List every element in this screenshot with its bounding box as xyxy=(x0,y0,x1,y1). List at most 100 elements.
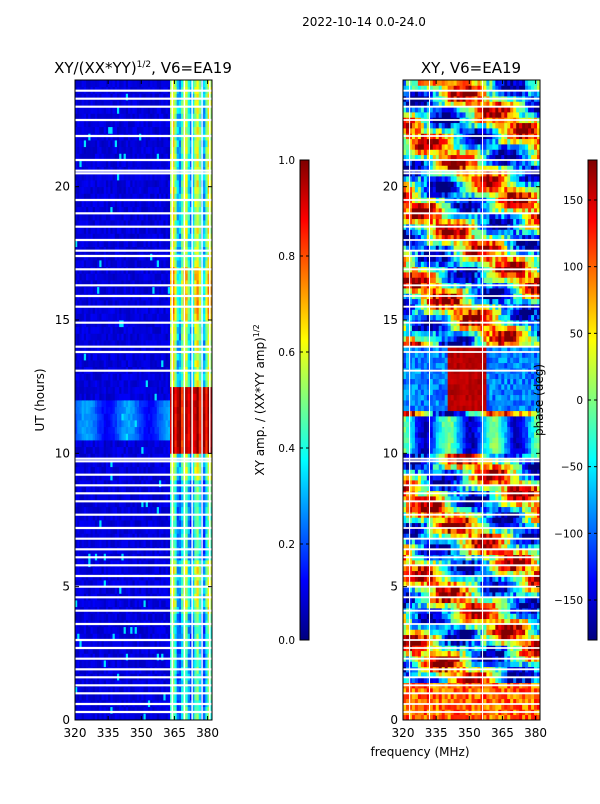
amplitude-heatmap-cell xyxy=(99,646,102,654)
amplitude-heatmap-cell xyxy=(141,513,144,521)
amplitude-heatmap-cell xyxy=(147,493,151,501)
amplitude-heatmap-cell xyxy=(167,226,171,234)
amplitude-heatmap-cell xyxy=(185,280,189,288)
amplitude-heatmap-cell xyxy=(147,300,151,308)
amplitude-heatmap-cell xyxy=(143,313,147,321)
amplitude-heatmap-cell xyxy=(86,493,89,501)
amplitude-heatmap-cell xyxy=(94,386,98,394)
amplitude-heatmap-cell xyxy=(97,213,100,221)
amplitude-heatmap-cell xyxy=(145,640,149,648)
amplitude-heatmap-cell xyxy=(165,640,169,648)
amplitude-heatmap-cell xyxy=(176,286,180,294)
amplitude-heatmap-cell xyxy=(108,473,111,481)
amplitude-heatmap-cell xyxy=(143,520,147,528)
amplitude-heatmap-cell xyxy=(154,360,158,368)
amplitude-heatmap-cell xyxy=(181,473,184,481)
amplitude-heatmap-cell xyxy=(178,680,182,688)
amplitude-heatmap-cell xyxy=(185,626,189,634)
amplitude-heatmap-cell xyxy=(194,473,197,481)
amplitude-heatmap-cell xyxy=(147,586,151,594)
amplitude-heatmap-cell xyxy=(136,633,140,641)
amplitude-heatmap-cell xyxy=(154,500,158,508)
amplitude-heatmap-cell xyxy=(161,633,164,641)
amplitude-heatmap-cell xyxy=(123,473,127,481)
amplitude-heatmap-cell xyxy=(145,540,149,548)
amplitude-heatmap-cell xyxy=(209,706,212,714)
amplitude-heatmap-cell xyxy=(123,240,127,248)
amplitude-heatmap-cell xyxy=(187,613,191,621)
amplitude-heatmap-cell xyxy=(134,186,138,194)
amplitude-heatmap-cell xyxy=(83,180,87,188)
amplitude-heatmap-cell xyxy=(108,180,111,188)
amplitude-heatmap-cell xyxy=(77,526,80,534)
amplitude-heatmap-cell xyxy=(83,186,87,194)
amplitude-heatmap-cell xyxy=(86,453,89,461)
amplitude-heatmap-cell xyxy=(86,233,89,241)
amplitude-heatmap-cell xyxy=(101,226,105,234)
amplitude-heatmap-cell xyxy=(198,420,202,428)
amplitude-heatmap-cell xyxy=(103,706,107,714)
amplitude-heatmap-cell xyxy=(176,626,180,634)
amplitude-heatmap-cell xyxy=(185,493,189,501)
amplitude-heatmap-cell xyxy=(108,460,111,468)
amplitude-heatmap-cell xyxy=(161,426,164,434)
amplitude-heatmap-cell xyxy=(75,533,78,541)
amplitude-heatmap-cell xyxy=(203,473,206,481)
amplitude-heatmap-cell xyxy=(110,273,113,281)
amplitude-heatmap-cell xyxy=(181,226,184,234)
amplitude-heatmap-cell xyxy=(110,360,113,368)
amplitude-heatmap-cell xyxy=(75,180,78,188)
amplitude-heatmap-cell xyxy=(192,233,195,241)
amplitude-heatmap-cell xyxy=(176,260,180,268)
amplitude-heatmap-cell xyxy=(194,713,197,720)
amplitude-heatmap-cell xyxy=(176,500,180,508)
amplitude-heatmap-cell xyxy=(178,300,182,308)
amplitude-heatmap-cell xyxy=(150,600,153,608)
amplitude-heatmap-cell xyxy=(207,693,211,701)
amplitude-heatmap-cell xyxy=(90,613,94,621)
amplitude-heatmap-cell xyxy=(156,540,160,548)
amplitude-heatmap-cell xyxy=(77,493,80,501)
amplitude-heatmap-cell xyxy=(86,600,89,608)
amplitude-heatmap-cell xyxy=(130,193,133,201)
amplitude-heatmap-cell xyxy=(112,220,116,228)
amplitude-heatmap-cell xyxy=(203,393,206,401)
amplitude-heatmap-cell xyxy=(152,326,155,334)
amplitude-heatmap-cell xyxy=(205,493,208,501)
amplitude-heatmap-cell xyxy=(128,613,131,621)
amplitude-heatmap-cell xyxy=(81,393,85,401)
amplitude-heatmap-cell xyxy=(136,540,140,548)
amplitude-heatmap-cell xyxy=(116,186,120,194)
amplitude-heatmap-cell xyxy=(114,653,118,661)
amplitude-heatmap-cell xyxy=(205,433,208,441)
amplitude-heatmap-cell xyxy=(154,273,158,281)
amplitude-heatmap-cell xyxy=(90,280,94,288)
amplitude-heatmap-cell xyxy=(178,686,182,694)
amplitude-heatmap-cell xyxy=(209,540,212,548)
amplitude-heatmap-cell xyxy=(156,466,160,474)
amplitude-heatmap-cell xyxy=(158,433,162,441)
amplitude-heatmap-cell xyxy=(105,260,109,268)
amplitude-heatmap-cell xyxy=(167,706,171,714)
amplitude-heatmap-cell xyxy=(103,440,107,448)
amplitude-heatmap-cell xyxy=(88,206,91,214)
amplitude-heatmap-cell xyxy=(103,640,107,648)
amplitude-heatmap-cell xyxy=(75,380,78,388)
amplitude-heatmap-cell xyxy=(110,493,113,501)
amplitude-heatmap-cell xyxy=(94,613,98,621)
amplitude-heatmap-cell xyxy=(132,640,136,648)
amplitude-heatmap-cell xyxy=(121,220,125,228)
amplitude-heatmap-cell xyxy=(203,193,206,201)
amplitude-heatmap-cell xyxy=(143,586,147,594)
amplitude-heatmap-cell xyxy=(125,413,129,421)
amplitude-heatmap-cell xyxy=(139,713,142,720)
amplitude-heatmap-cell xyxy=(174,373,178,381)
amplitude-heatmap-cell xyxy=(119,386,122,394)
amplitude-heatmap-cell xyxy=(145,273,149,281)
amplitude-heatmap-cell xyxy=(196,526,200,534)
amplitude-heatmap-cell xyxy=(83,273,87,281)
amplitude-heatmap-cell xyxy=(108,640,111,648)
amplitude-heatmap-cell xyxy=(130,280,133,288)
amplitude-heatmap-cell xyxy=(121,626,125,634)
amplitude-heatmap-cell xyxy=(99,493,102,501)
